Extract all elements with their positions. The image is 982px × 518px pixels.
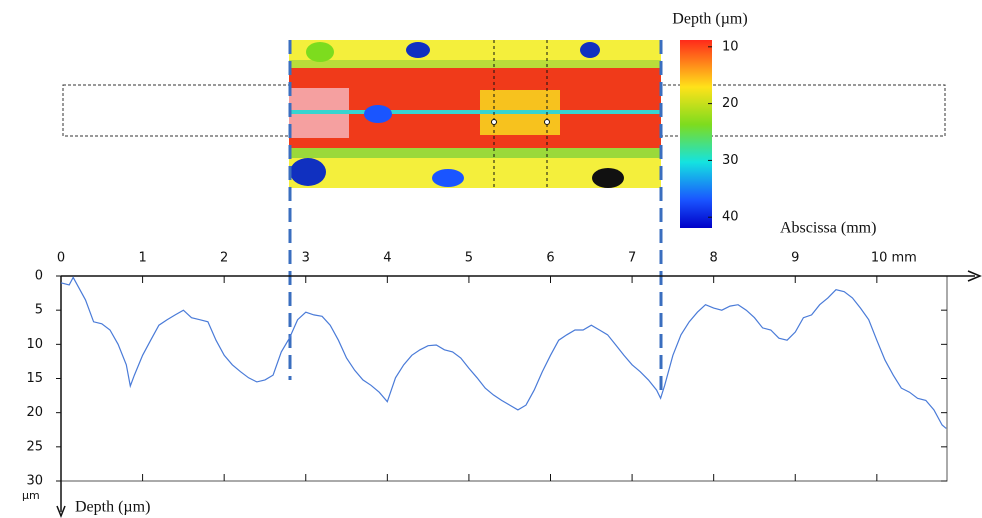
y-tick-label: 25 xyxy=(26,439,43,454)
section-point xyxy=(544,119,550,125)
x-tick-label: 9 xyxy=(791,251,799,266)
x-tick-label: 1 xyxy=(138,251,146,266)
section-point xyxy=(491,119,497,125)
x-tick-label: 8 xyxy=(710,251,718,266)
colorbar-tick-label: 10 xyxy=(722,39,739,54)
x-tick-label: 2 xyxy=(220,251,228,266)
plot-frame xyxy=(60,275,948,482)
colorbar-tick-label: 20 xyxy=(722,96,739,111)
colorbar-tick-label: 40 xyxy=(722,210,739,225)
colorbar-tick-label: 30 xyxy=(722,153,739,168)
x-axis-label: Abscissa (mm) xyxy=(780,220,876,237)
profile-line xyxy=(60,276,947,429)
x-tick-label: 7 xyxy=(628,251,636,266)
x-tick-label: 4 xyxy=(383,251,391,266)
y-unit: µm xyxy=(22,489,40,502)
colorbar xyxy=(680,40,712,228)
y-axis-label: Depth (µm) xyxy=(75,499,150,516)
y-tick-label: 5 xyxy=(35,303,43,318)
y-tick-label: 20 xyxy=(26,405,43,420)
y-tick-label: 0 xyxy=(35,269,43,284)
x-tick-label: 3 xyxy=(302,251,310,266)
x-tick-label: 10 mm xyxy=(871,251,917,266)
y-axis-arrow xyxy=(56,505,66,518)
colorbar-title: Depth (µm) xyxy=(672,11,747,28)
x-axis-arrow xyxy=(967,270,982,282)
x-tick-label: 6 xyxy=(546,251,554,266)
depth-map xyxy=(289,40,661,188)
x-tick-label: 0 xyxy=(57,251,65,266)
y-tick-label: 30 xyxy=(26,474,43,489)
x-tick-label: 5 xyxy=(465,251,473,266)
y-tick-label: 10 xyxy=(26,337,43,352)
y-tick-label: 15 xyxy=(26,371,43,386)
